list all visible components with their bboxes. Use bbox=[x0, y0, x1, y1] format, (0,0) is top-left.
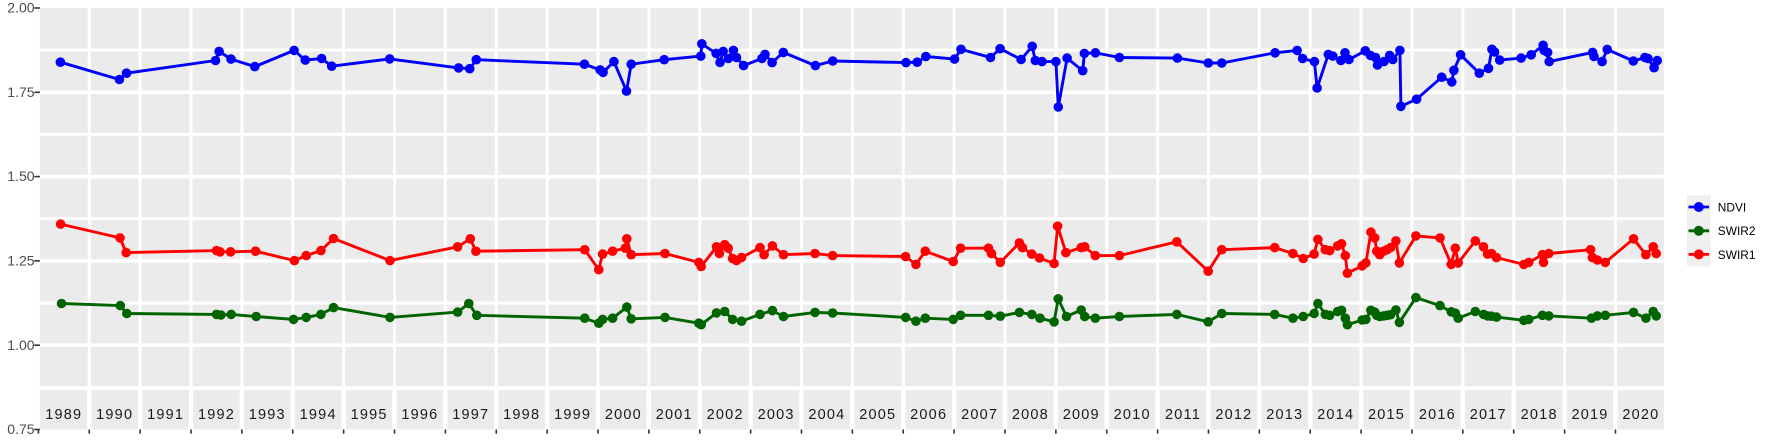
svg-text:1989: 1989 bbox=[45, 407, 82, 423]
svg-text:2010: 2010 bbox=[1114, 407, 1151, 423]
svg-text:2005: 2005 bbox=[859, 407, 896, 423]
svg-text:1992: 1992 bbox=[198, 407, 235, 423]
svg-text:2007: 2007 bbox=[961, 407, 998, 423]
svg-text:1998: 1998 bbox=[503, 407, 540, 423]
svg-text:2.00: 2.00 bbox=[7, 0, 34, 16]
svg-text:2004: 2004 bbox=[808, 407, 845, 423]
svg-text:2006: 2006 bbox=[910, 407, 947, 423]
svg-text:1.75: 1.75 bbox=[7, 84, 34, 100]
svg-text:1.00: 1.00 bbox=[7, 337, 34, 353]
svg-text:SWIR2: SWIR2 bbox=[1718, 224, 1756, 238]
svg-text:2011: 2011 bbox=[1165, 407, 1201, 423]
svg-text:1997: 1997 bbox=[452, 407, 489, 423]
svg-text:2012: 2012 bbox=[1215, 407, 1252, 423]
svg-text:2001: 2001 bbox=[656, 407, 693, 423]
svg-text:2013: 2013 bbox=[1266, 407, 1303, 423]
svg-text:2016: 2016 bbox=[1419, 407, 1456, 423]
svg-text:1991: 1991 bbox=[147, 407, 184, 423]
svg-text:2020: 2020 bbox=[1622, 407, 1659, 423]
svg-text:1999: 1999 bbox=[554, 407, 591, 423]
svg-text:2000: 2000 bbox=[605, 407, 642, 423]
svg-text:2018: 2018 bbox=[1521, 407, 1558, 423]
svg-text:1994: 1994 bbox=[300, 407, 337, 423]
svg-text:2017: 2017 bbox=[1470, 407, 1507, 423]
svg-text:SWIR1: SWIR1 bbox=[1718, 248, 1756, 262]
svg-text:2019: 2019 bbox=[1571, 407, 1608, 423]
svg-text:1995: 1995 bbox=[351, 407, 388, 423]
svg-text:1.50: 1.50 bbox=[7, 168, 34, 184]
svg-text:1996: 1996 bbox=[401, 407, 438, 423]
svg-text:2008: 2008 bbox=[1012, 407, 1049, 423]
svg-text:2015: 2015 bbox=[1368, 407, 1405, 423]
svg-text:1990: 1990 bbox=[96, 407, 133, 423]
svg-text:1993: 1993 bbox=[249, 407, 286, 423]
svg-text:2003: 2003 bbox=[758, 407, 795, 423]
svg-text:0.75: 0.75 bbox=[7, 421, 34, 437]
svg-text:1.25: 1.25 bbox=[7, 253, 34, 269]
svg-text:2009: 2009 bbox=[1063, 407, 1100, 423]
svg-text:2002: 2002 bbox=[707, 407, 744, 423]
svg-text:2014: 2014 bbox=[1317, 407, 1354, 423]
svg-text:NDVI: NDVI bbox=[1718, 201, 1746, 215]
